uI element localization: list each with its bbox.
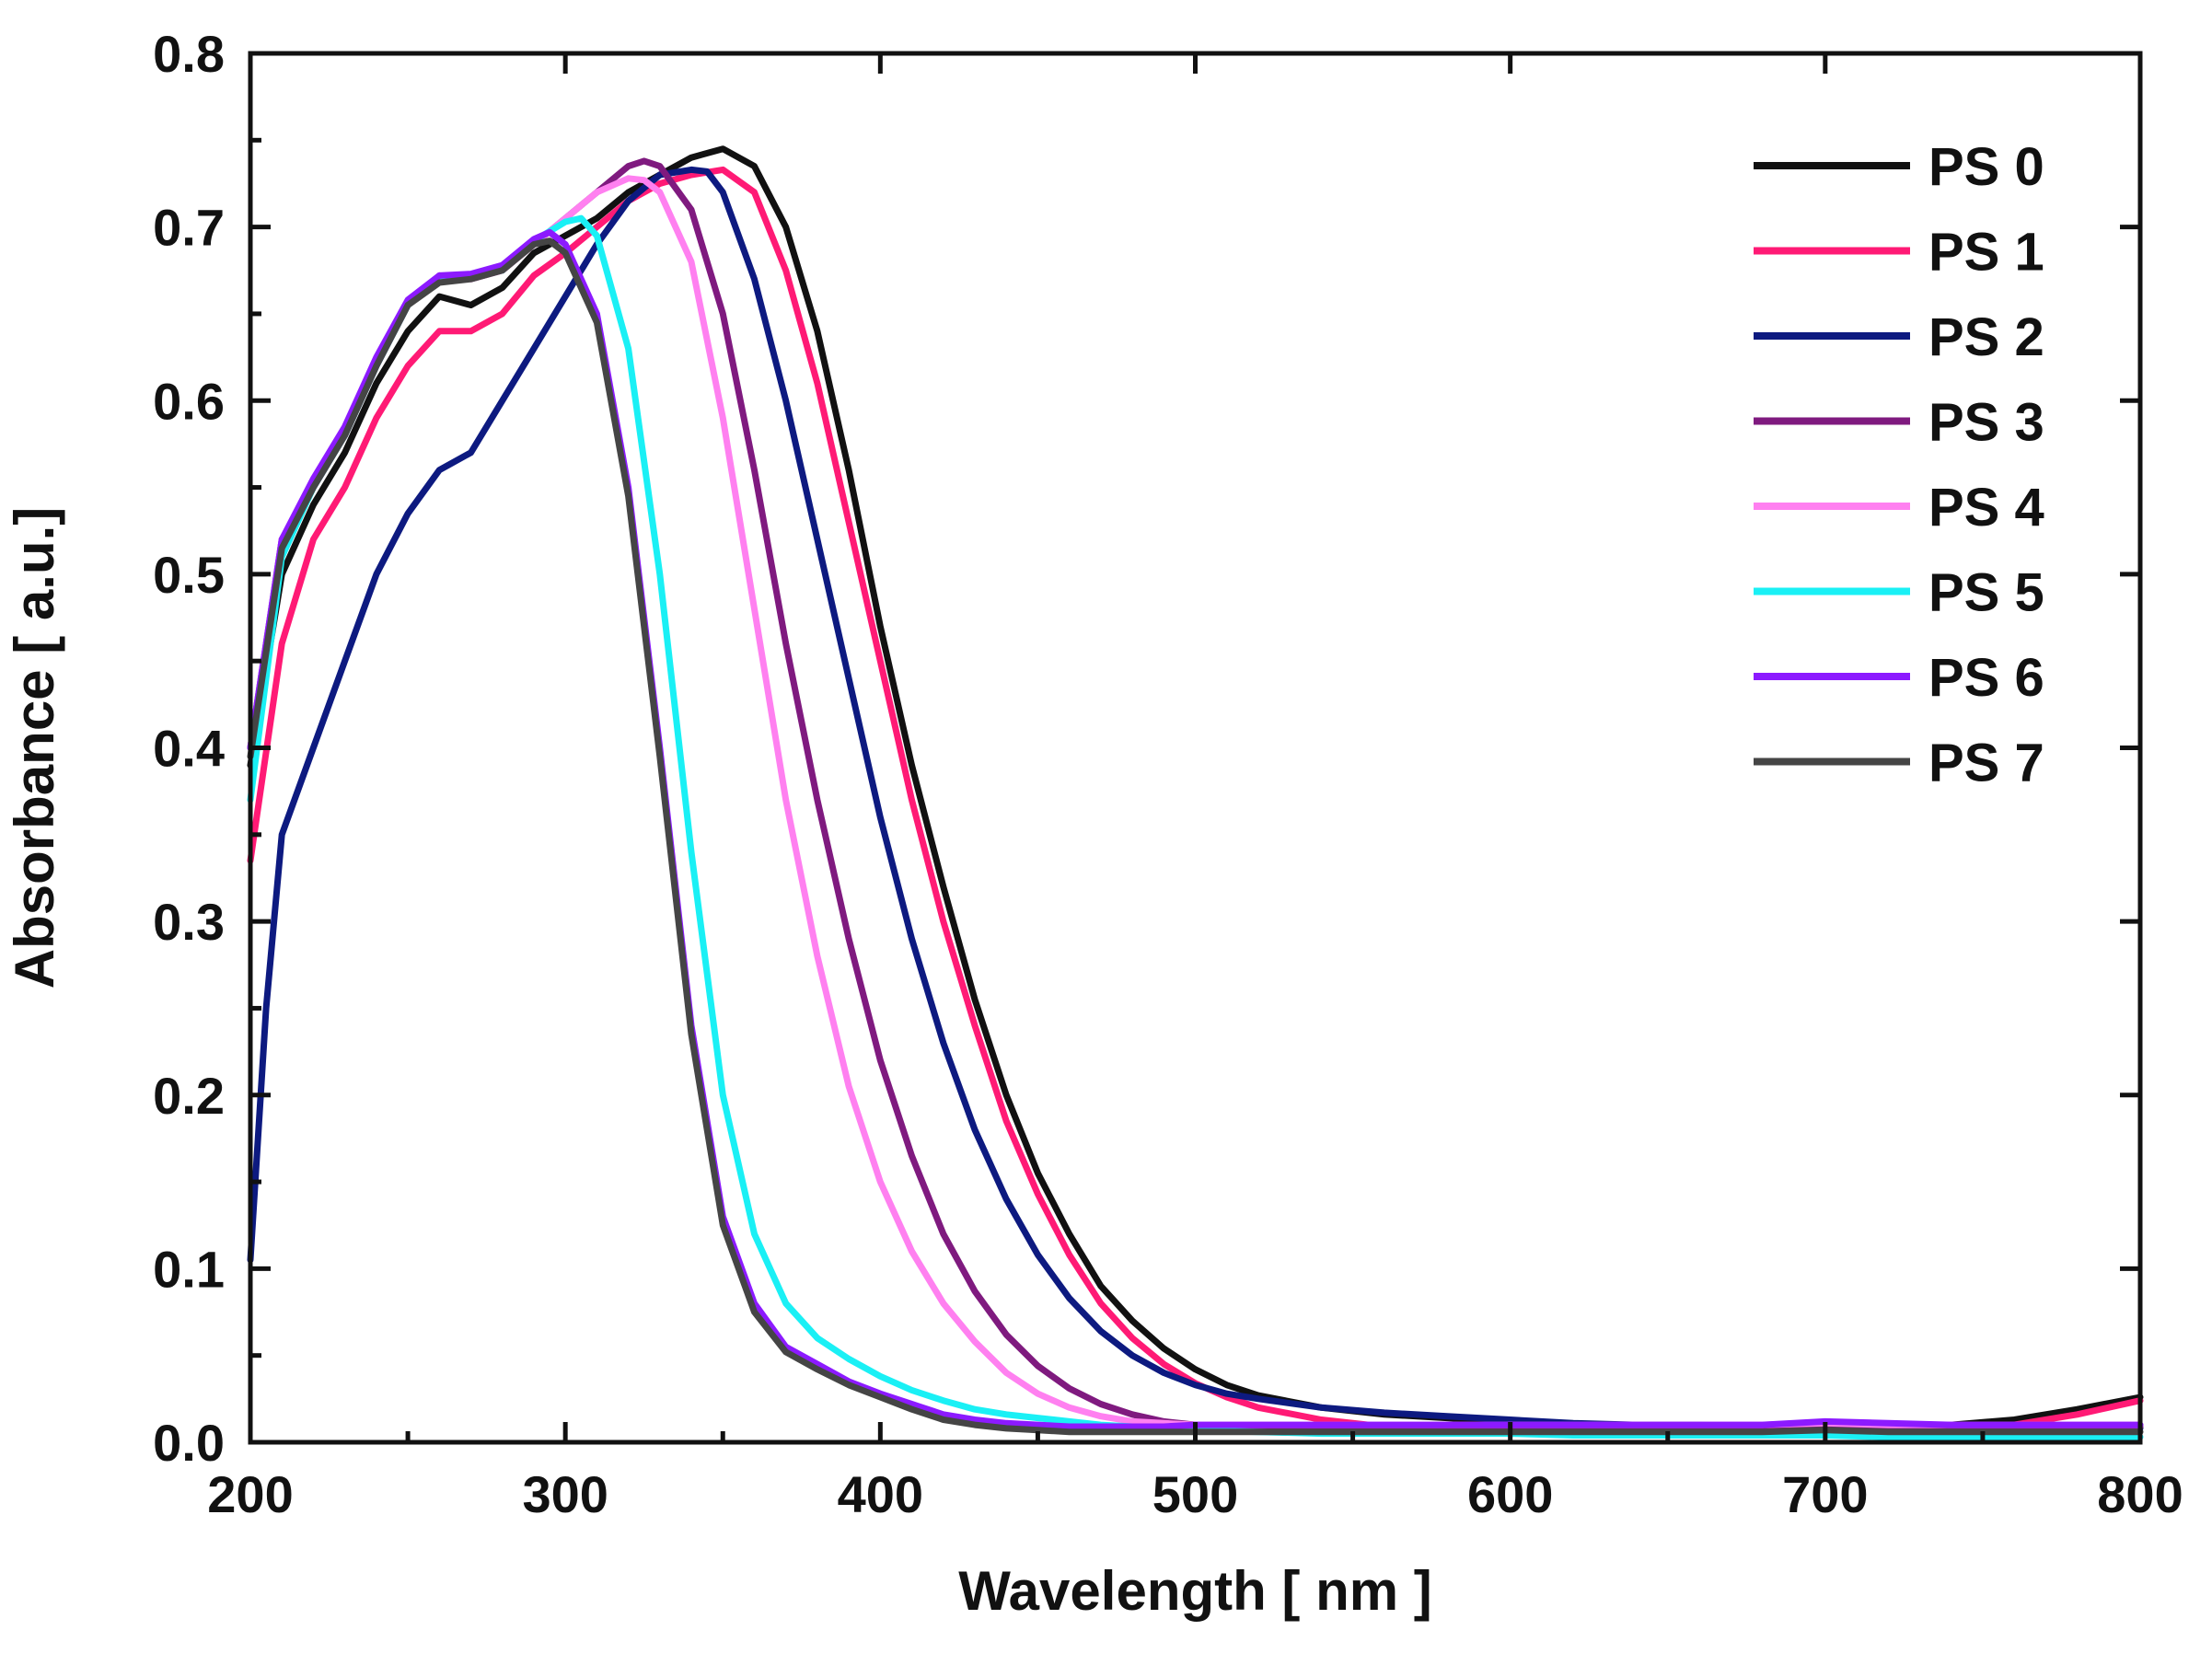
axis-tick-labels: 200 300 400 500 600 700 800 0.0 0.1 0.2 0.3 0.4 0.5 0… (153, 25, 2183, 1523)
series-line-ps-4 (247, 175, 2144, 1428)
x-tick-label: 300 (522, 1465, 608, 1523)
x-axis-label: Wavelength [ nm ] (958, 1560, 1431, 1622)
legend-label-ps-5: PS 5 (1928, 563, 2044, 623)
axis-ticks (248, 51, 2143, 1445)
legend-label-ps-6: PS 6 (1928, 648, 2044, 708)
series-line-ps-5 (247, 214, 2144, 1440)
x-tick-label: 400 (838, 1465, 923, 1523)
series-line-ps-6 (247, 228, 2144, 1430)
legend-label-ps-1: PS 1 (1928, 223, 2044, 283)
legend-label-ps-3: PS 3 (1928, 393, 2044, 453)
legend-label-ps-7: PS 7 (1928, 734, 2044, 793)
y-tick-label: 0.8 (153, 25, 225, 83)
y-tick-label: 0.0 (153, 1414, 225, 1472)
y-tick-label: 0.7 (153, 199, 225, 257)
x-tick-label: 500 (1152, 1465, 1238, 1523)
y-tick-label: 0.5 (153, 546, 225, 604)
series-line-ps-7 (247, 237, 2144, 1436)
legend-label-ps-2: PS 2 (1928, 307, 2044, 367)
y-tick-label: 0.3 (153, 893, 225, 951)
y-tick-label: 0.2 (153, 1067, 225, 1125)
series-line-ps-1 (247, 166, 2144, 1439)
y-tick-label: 0.1 (153, 1240, 225, 1298)
series-layer (247, 145, 2144, 1440)
x-tick-label: 200 (207, 1465, 293, 1523)
legend: PS 0 PS 1 PS 2 PS 3 PS 4 PS 5 PS 6 PS 7 (1754, 137, 2044, 793)
x-tick-label: 800 (2097, 1465, 2183, 1523)
y-axis-label: Absorbance [ a.u.] (4, 507, 65, 989)
plot-frame (248, 51, 2143, 1445)
series-line-ps-2 (247, 166, 2144, 1432)
y-tick-label: 0.6 (153, 372, 225, 430)
x-tick-label: 700 (1782, 1465, 1868, 1523)
x-tick-label: 600 (1467, 1465, 1553, 1523)
legend-label-ps-4: PS 4 (1928, 478, 2044, 538)
series-line-ps-0 (247, 145, 2144, 1432)
y-tick-label: 0.4 (153, 720, 225, 778)
legend-label-ps-0: PS 0 (1928, 137, 2044, 197)
